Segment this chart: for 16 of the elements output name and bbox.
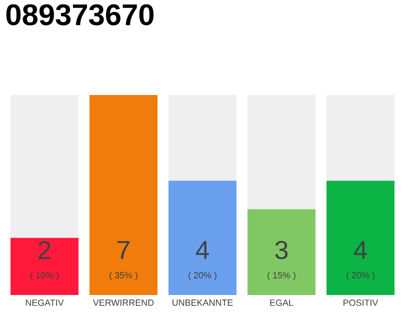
annotation: ( 20% )	[346, 272, 374, 280]
data-label: 7	[118, 241, 130, 259]
data-label: 3	[275, 240, 288, 260]
data-label: 2	[38, 240, 50, 260]
annotation: ( 35% )	[110, 272, 138, 280]
x-tick-label: UNBEKANNTE	[172, 300, 233, 306]
annotation: ( 10% )	[30, 272, 58, 280]
x-tick-label: EGAL	[270, 300, 294, 306]
annotation: ( 15% )	[268, 272, 296, 280]
x-tick-label: NEGATIV	[26, 300, 64, 306]
data-label: 4	[196, 241, 209, 259]
data-label: 4	[354, 241, 367, 259]
x-tick-label: POSITIV	[344, 300, 378, 306]
chart-title: 089373670	[6, 4, 154, 26]
annotation: ( 20% )	[188, 272, 216, 280]
x-tick-label: VERWIRREND	[92, 300, 154, 306]
